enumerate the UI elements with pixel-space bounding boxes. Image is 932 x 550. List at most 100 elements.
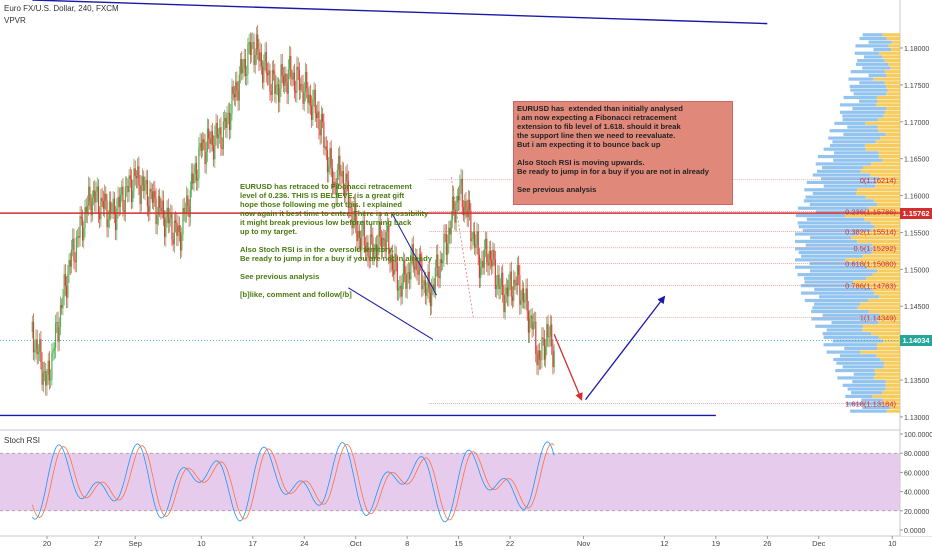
volume-bar-up — [857, 59, 885, 63]
candle-body — [252, 42, 254, 44]
volume-bar-up — [862, 405, 891, 410]
volume-bar-up — [805, 195, 866, 199]
candle-body — [101, 197, 103, 201]
candle-body — [63, 274, 65, 297]
candle-body — [287, 69, 289, 94]
candle-body — [160, 207, 162, 212]
volume-bar-down — [876, 103, 900, 107]
candle-body — [173, 220, 175, 245]
candle-body — [273, 70, 275, 74]
volume-bar-up — [833, 357, 881, 362]
candle-body — [304, 71, 307, 93]
candle-body — [402, 259, 405, 284]
candle-body — [190, 173, 193, 191]
volume-bar-up — [826, 328, 863, 332]
volume-bar-down — [875, 372, 900, 376]
candle-body — [102, 200, 104, 209]
candle-body — [486, 238, 488, 263]
candle-body — [195, 162, 198, 181]
candle-body — [182, 207, 184, 235]
candle-body — [544, 345, 547, 360]
candle-body — [306, 71, 308, 89]
x-tick-label: Oct — [350, 539, 363, 548]
candle-body — [503, 295, 505, 313]
volume-bar-up — [868, 73, 887, 77]
candle-body — [526, 288, 528, 311]
volume-bar-down — [886, 73, 900, 77]
candle-body — [400, 285, 402, 297]
candle-body — [106, 200, 108, 228]
candle-body — [94, 190, 96, 203]
candle-body — [475, 244, 477, 248]
volume-bar-up — [800, 284, 855, 288]
candle-body — [288, 56, 291, 70]
volume-bar-down — [871, 162, 900, 166]
volume-bar-up — [820, 177, 880, 181]
volume-bar-up — [832, 339, 884, 343]
candle-body — [194, 162, 196, 174]
candle-body — [296, 66, 298, 93]
volume-bar-down — [876, 354, 900, 358]
candle-body — [40, 339, 42, 362]
volume-bar-up — [810, 236, 852, 240]
candle-body — [50, 379, 52, 381]
candle-body — [379, 221, 381, 238]
candle-body — [43, 371, 46, 373]
volume-bar-up — [843, 95, 877, 100]
volume-bar-down — [878, 335, 900, 339]
candle-body — [518, 265, 520, 276]
candle-body — [406, 273, 408, 289]
volume-bar-up — [795, 258, 846, 262]
candle-body — [39, 339, 41, 353]
candle-body — [46, 374, 48, 386]
last-price-tag: 1.14034 — [900, 335, 932, 347]
candle-body — [335, 186, 337, 195]
candle-body — [86, 205, 89, 213]
volume-bar-down — [880, 136, 900, 140]
candle-body — [508, 279, 510, 297]
candle-body — [188, 206, 190, 218]
volume-bar-down — [878, 154, 900, 159]
candle-body — [213, 145, 215, 160]
volume-bar-up — [859, 36, 887, 41]
candle-body — [282, 76, 285, 86]
candle-body — [324, 146, 326, 148]
volume-bar-down — [865, 121, 900, 125]
candle-body — [246, 74, 248, 76]
volume-bar-down — [879, 51, 900, 55]
volume-bar-up — [852, 107, 887, 111]
candle-body — [116, 208, 118, 231]
volume-bar-down — [875, 140, 900, 144]
volume-bar-up — [826, 350, 861, 354]
volume-bar-down — [890, 405, 900, 410]
volume-bar-up — [829, 129, 879, 133]
candle-body — [179, 231, 182, 251]
volume-bar-down — [870, 173, 900, 177]
candle-body — [270, 91, 272, 95]
candle-body — [380, 237, 383, 252]
candle-body — [53, 348, 55, 351]
candle-body — [326, 150, 329, 173]
y-tick-label: 1.15500 — [904, 230, 929, 237]
candle-body — [351, 207, 353, 229]
candle-body — [443, 234, 445, 261]
volume-bar-down — [862, 166, 900, 170]
candle-body — [435, 254, 438, 268]
volume-bar-down — [878, 321, 900, 325]
stoch-rsi-panel — [0, 441, 900, 523]
candle-body — [222, 121, 224, 150]
candle-body — [507, 287, 509, 297]
candle-body — [453, 196, 455, 210]
candle-body — [183, 207, 185, 214]
candle-body — [171, 214, 173, 240]
drawn-trendlines — [0, 0, 900, 417]
candle-body — [178, 225, 180, 232]
candle-body — [509, 271, 511, 280]
volume-bar-up — [817, 154, 879, 159]
candle-body — [357, 230, 359, 241]
volume-bar-down — [882, 391, 900, 395]
fib-level-label: 0.5(1.15292) — [853, 244, 896, 253]
y-tick-label: 1.16500 — [904, 157, 929, 164]
candle-body — [451, 196, 454, 221]
